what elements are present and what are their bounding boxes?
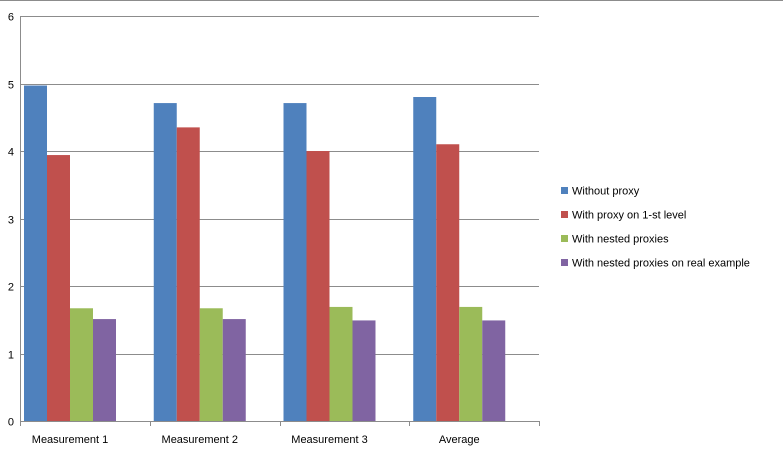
y-tick-label: 6 <box>8 12 14 24</box>
bar <box>413 97 437 421</box>
x-tick-label: Measurement 1 <box>32 434 108 446</box>
legend-label: Without proxy <box>572 186 640 198</box>
bar <box>482 320 506 421</box>
bar <box>24 85 47 422</box>
legend-label: With nested proxies <box>572 234 669 246</box>
y-tick-label: 4 <box>8 147 14 159</box>
bar <box>306 151 330 421</box>
legend-label: With nested proxies on real example <box>572 258 750 270</box>
x-tick-label: Measurement 3 <box>291 434 367 446</box>
legend-swatch <box>561 211 568 218</box>
bar <box>222 319 246 421</box>
y-tick-label: 0 <box>8 417 14 429</box>
legend-swatch <box>561 235 568 242</box>
bar <box>70 308 93 421</box>
bars <box>24 85 506 422</box>
axes: 0 1 2 3 4 5 6 Measurement 1 Measurement 2 Measure… <box>8 12 540 446</box>
y-tick-label: 5 <box>8 80 14 92</box>
bar <box>93 319 116 421</box>
y-tick-label: 2 <box>8 282 14 294</box>
legend: Without proxy With proxy on 1-st level Wit… <box>561 186 750 270</box>
bar <box>283 103 307 421</box>
bar <box>199 308 223 421</box>
bar <box>329 306 353 421</box>
bar <box>153 103 177 421</box>
legend-swatch <box>561 187 568 194</box>
legend-swatch <box>561 259 568 266</box>
y-tick-label: 3 <box>8 215 14 227</box>
gridlines <box>20 16 539 355</box>
bar <box>436 144 460 421</box>
bar <box>176 127 200 421</box>
x-tick-label: Average <box>439 434 480 446</box>
bar <box>47 155 70 422</box>
bar <box>352 320 376 421</box>
y-tick-label: 1 <box>8 350 14 362</box>
bar <box>459 306 483 421</box>
x-tick-label: Measurement 2 <box>162 434 238 446</box>
legend-label: With proxy on 1-st level <box>572 210 686 222</box>
